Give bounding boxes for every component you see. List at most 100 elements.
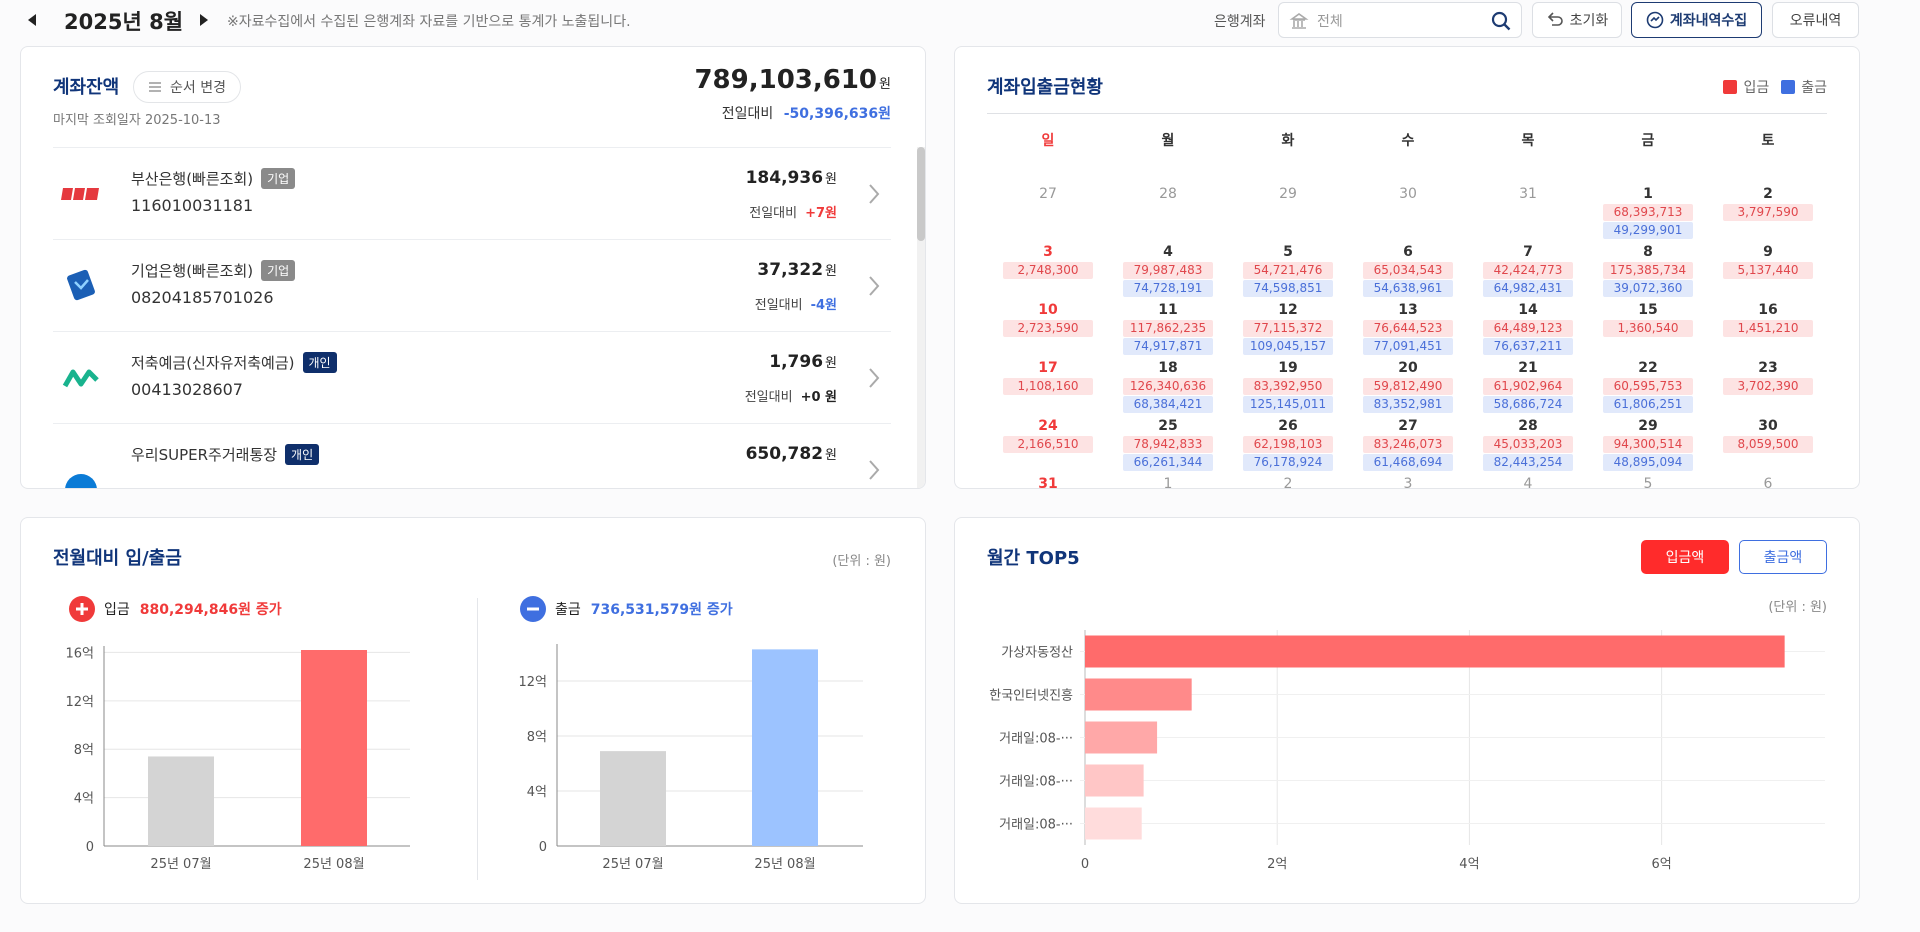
top5-panel: 월간 TOP5 입금액 출금액 (단위 : 원): [954, 517, 1860, 904]
calendar-day[interactable]: 16 1,451,210: [1708, 301, 1828, 359]
deposit-amount: 175,385,734: [1603, 262, 1693, 279]
deposit-amount: 68,393,713: [1603, 204, 1693, 221]
chevron[interactable]: [867, 182, 881, 206]
account-tag: 기업: [261, 260, 296, 281]
calendar-day[interactable]: 13 76,644,523 77,091,451: [1348, 301, 1468, 359]
unit-label: (단위 : 원): [832, 554, 891, 569]
calendar-day[interactable]: 26 62,198,103 76,178,924: [1228, 417, 1348, 475]
calendar-day[interactable]: 6: [1708, 475, 1828, 488]
chevron[interactable]: [867, 274, 881, 298]
calendar-day[interactable]: 28: [1108, 185, 1228, 243]
calendar-day[interactable]: 18 126,340,636 68,384,421: [1108, 359, 1228, 417]
calendar-day[interactable]: 29 94,300,514 48,895,094: [1588, 417, 1708, 475]
account-row[interactable]: 우리SUPER주거래통장 개인 650,782 원: [53, 423, 891, 488]
deposit-tab[interactable]: 입금액: [1641, 540, 1729, 574]
deposit-amount: 59,812,490: [1363, 378, 1453, 395]
withdrawal-amount: 61,468,694: [1363, 454, 1453, 471]
error-button[interactable]: 오류내역: [1772, 2, 1859, 38]
chevron[interactable]: [867, 366, 881, 390]
calendar-day[interactable]: 17 1,108,160: [988, 359, 1108, 417]
calendar-day[interactable]: 19 83,392,950 125,145,011: [1228, 359, 1348, 417]
day-number: 8: [1643, 244, 1653, 260]
scrollbar[interactable]: [917, 147, 925, 488]
day-number: 31: [1038, 476, 1058, 489]
calendar-day[interactable]: 21 61,902,964 58,686,724: [1468, 359, 1588, 417]
calendar-day[interactable]: 12 77,115,372 109,045,157: [1228, 301, 1348, 359]
calendar-day[interactable]: 31: [988, 475, 1108, 489]
calendar-day[interactable]: 5 54,721,476 74,598,851: [1228, 243, 1348, 301]
day-number: 11: [1158, 302, 1178, 318]
weekday: 수: [1401, 133, 1415, 149]
balance-unit: 원: [825, 448, 837, 463]
reset-button[interactable]: 초기화: [1532, 2, 1622, 38]
calendar-day[interactable]: 5: [1588, 475, 1708, 488]
day-number: 24: [1038, 418, 1058, 434]
search-placeholder: 전체: [1317, 14, 1343, 30]
total-value: 789,103,610: [694, 65, 878, 95]
next-month[interactable]: [198, 13, 210, 27]
calendar-day[interactable]: 9 5,137,440: [1708, 243, 1828, 301]
day-number: 30: [1758, 418, 1778, 434]
withdrawal-amount: 68,384,421: [1123, 396, 1213, 413]
calendar-day[interactable]: 6 65,034,543 54,638,961: [1348, 243, 1468, 301]
calendar-day[interactable]: 1: [1108, 475, 1228, 488]
withdrawal-amount: 54,638,961: [1363, 280, 1453, 297]
day-number: 9: [1763, 244, 1773, 260]
collect-icon: [1646, 11, 1664, 29]
bank-search[interactable]: 전체: [1278, 2, 1522, 38]
calendar-day[interactable]: 7 42,424,773 64,982,431: [1468, 243, 1588, 301]
calendar-day[interactable]: 23 3,702,390: [1708, 359, 1828, 417]
account-row[interactable]: 저축예금(신자유저축예금) 개인 00413028607 1,796 원 전일대비 +0 원: [53, 331, 891, 423]
calendar-day[interactable]: 31: [1468, 185, 1588, 243]
calendar-day[interactable]: 28 45,033,203 82,443,254: [1468, 417, 1588, 475]
calendar-day[interactable]: 1 68,393,713 49,299,901: [1588, 185, 1708, 243]
account-title: 부산은행(빠른조회) 기업: [131, 168, 296, 189]
calendar-day[interactable]: 29: [1228, 185, 1348, 243]
calendar-day[interactable]: 2 3,797,590: [1708, 185, 1828, 243]
scroll-thumb[interactable]: [917, 147, 925, 241]
withdrawal-amount: 48,895,094: [1603, 454, 1693, 471]
search-icon[interactable]: [1491, 11, 1511, 31]
calendar-day[interactable]: 11 117,862,235 74,917,871: [1108, 301, 1228, 359]
calendar-day[interactable]: 25 78,942,833 66,261,344: [1108, 417, 1228, 475]
compare-panel: 전월대비 입/출금 (단위 : 원): [20, 517, 926, 904]
chevron[interactable]: [867, 458, 881, 482]
order-button[interactable]: 순서 변경: [133, 71, 241, 103]
calendar-day[interactable]: 24 2,166,510: [988, 417, 1108, 475]
calendar-day[interactable]: 14 64,489,123 76,637,211: [1468, 301, 1588, 359]
calendar-day[interactable]: 22 60,595,753 61,806,251: [1588, 359, 1708, 417]
calendar-day[interactable]: 4: [1468, 475, 1588, 488]
weekday: 목: [1521, 133, 1535, 149]
calendar-day[interactable]: 3: [1348, 475, 1468, 488]
legend-item: 출금: [1781, 77, 1827, 97]
withdrawal-tab[interactable]: 출금액: [1739, 540, 1827, 574]
calendar-day[interactable]: 27 83,246,073 61,468,694: [1348, 417, 1468, 475]
calendar-day[interactable]: 15 1,360,540: [1588, 301, 1708, 359]
account-row[interactable]: 기업은행(빠른조회) 기업 08204185701026 37,322 원 전일대비 -4원: [53, 239, 891, 331]
withdrawal-amount: 76,637,211: [1483, 338, 1573, 355]
calendar-day[interactable]: 27: [988, 185, 1108, 243]
calendar-day[interactable]: 8 175,385,734 39,072,360: [1588, 243, 1708, 301]
day-number: 16: [1758, 302, 1778, 318]
period: 2025년 8월: [64, 10, 184, 34]
account-number: 08204185701026: [131, 288, 274, 307]
calendar-day[interactable]: 30: [1348, 185, 1468, 243]
prev-month[interactable]: [26, 13, 38, 27]
calendar-day[interactable]: 3 2,748,300: [988, 243, 1108, 301]
calendar-day[interactable]: 4 79,987,483 74,728,191: [1108, 243, 1228, 301]
calendar-day[interactable]: 20 59,812,490 83,352,981: [1348, 359, 1468, 417]
day-number: 14: [1518, 302, 1538, 318]
account-balance: 1,796 원: [769, 352, 837, 372]
account-row[interactable]: 부산은행(빠른조회) 기업 116010031181 184,936 원 전일대비 +7원: [53, 147, 891, 239]
menu-icon: [149, 82, 161, 92]
total-unit: 원: [879, 77, 891, 92]
calendar-day[interactable]: 30 8,059,500: [1708, 417, 1828, 475]
deposit-amount: 61,902,964: [1483, 378, 1573, 395]
calendar-day[interactable]: 10 2,723,590: [988, 301, 1108, 359]
calendar-day[interactable]: 2: [1228, 475, 1348, 488]
account-tag: 기업: [261, 168, 296, 189]
withdrawal-amount: 82,443,254: [1483, 454, 1573, 471]
deposit-amount: 78,942,833: [1123, 436, 1213, 453]
collect-button[interactable]: 계좌내역수집: [1631, 2, 1762, 38]
account-title: 기업은행(빠른조회) 기업: [131, 260, 296, 281]
